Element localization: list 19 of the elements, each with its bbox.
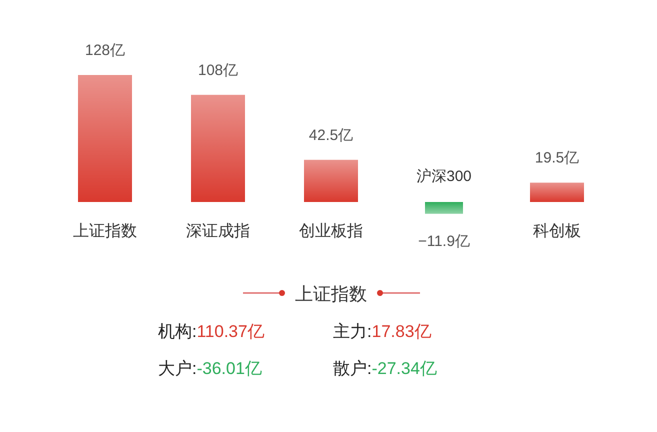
bar xyxy=(191,94,245,202)
text: 主力:17.83亿 xyxy=(333,322,432,341)
bar xyxy=(304,160,358,202)
x-tick-label: 创业板指 xyxy=(299,222,363,240)
x-tick-label: 上证指数 xyxy=(73,222,137,240)
text: 大户:-36.01亿 xyxy=(158,359,262,378)
data-label: −11.9亿 xyxy=(418,232,470,250)
x-tick-label: 沪深300 xyxy=(416,168,472,185)
data-label: 19.5亿 xyxy=(534,150,580,167)
text: 机构:110.37亿 xyxy=(158,322,264,341)
x-tick-label: 深证成指 xyxy=(186,222,250,240)
x-tick-label: 科创板 xyxy=(533,222,581,240)
bar xyxy=(78,75,132,202)
text: 上证指数 xyxy=(295,284,367,304)
data-label: 108亿 xyxy=(198,62,238,79)
data-label: 128亿 xyxy=(84,42,126,59)
text: 散户:-27.34亿 xyxy=(333,359,437,378)
data-label: 42.5亿 xyxy=(308,126,354,144)
bar xyxy=(530,182,584,202)
